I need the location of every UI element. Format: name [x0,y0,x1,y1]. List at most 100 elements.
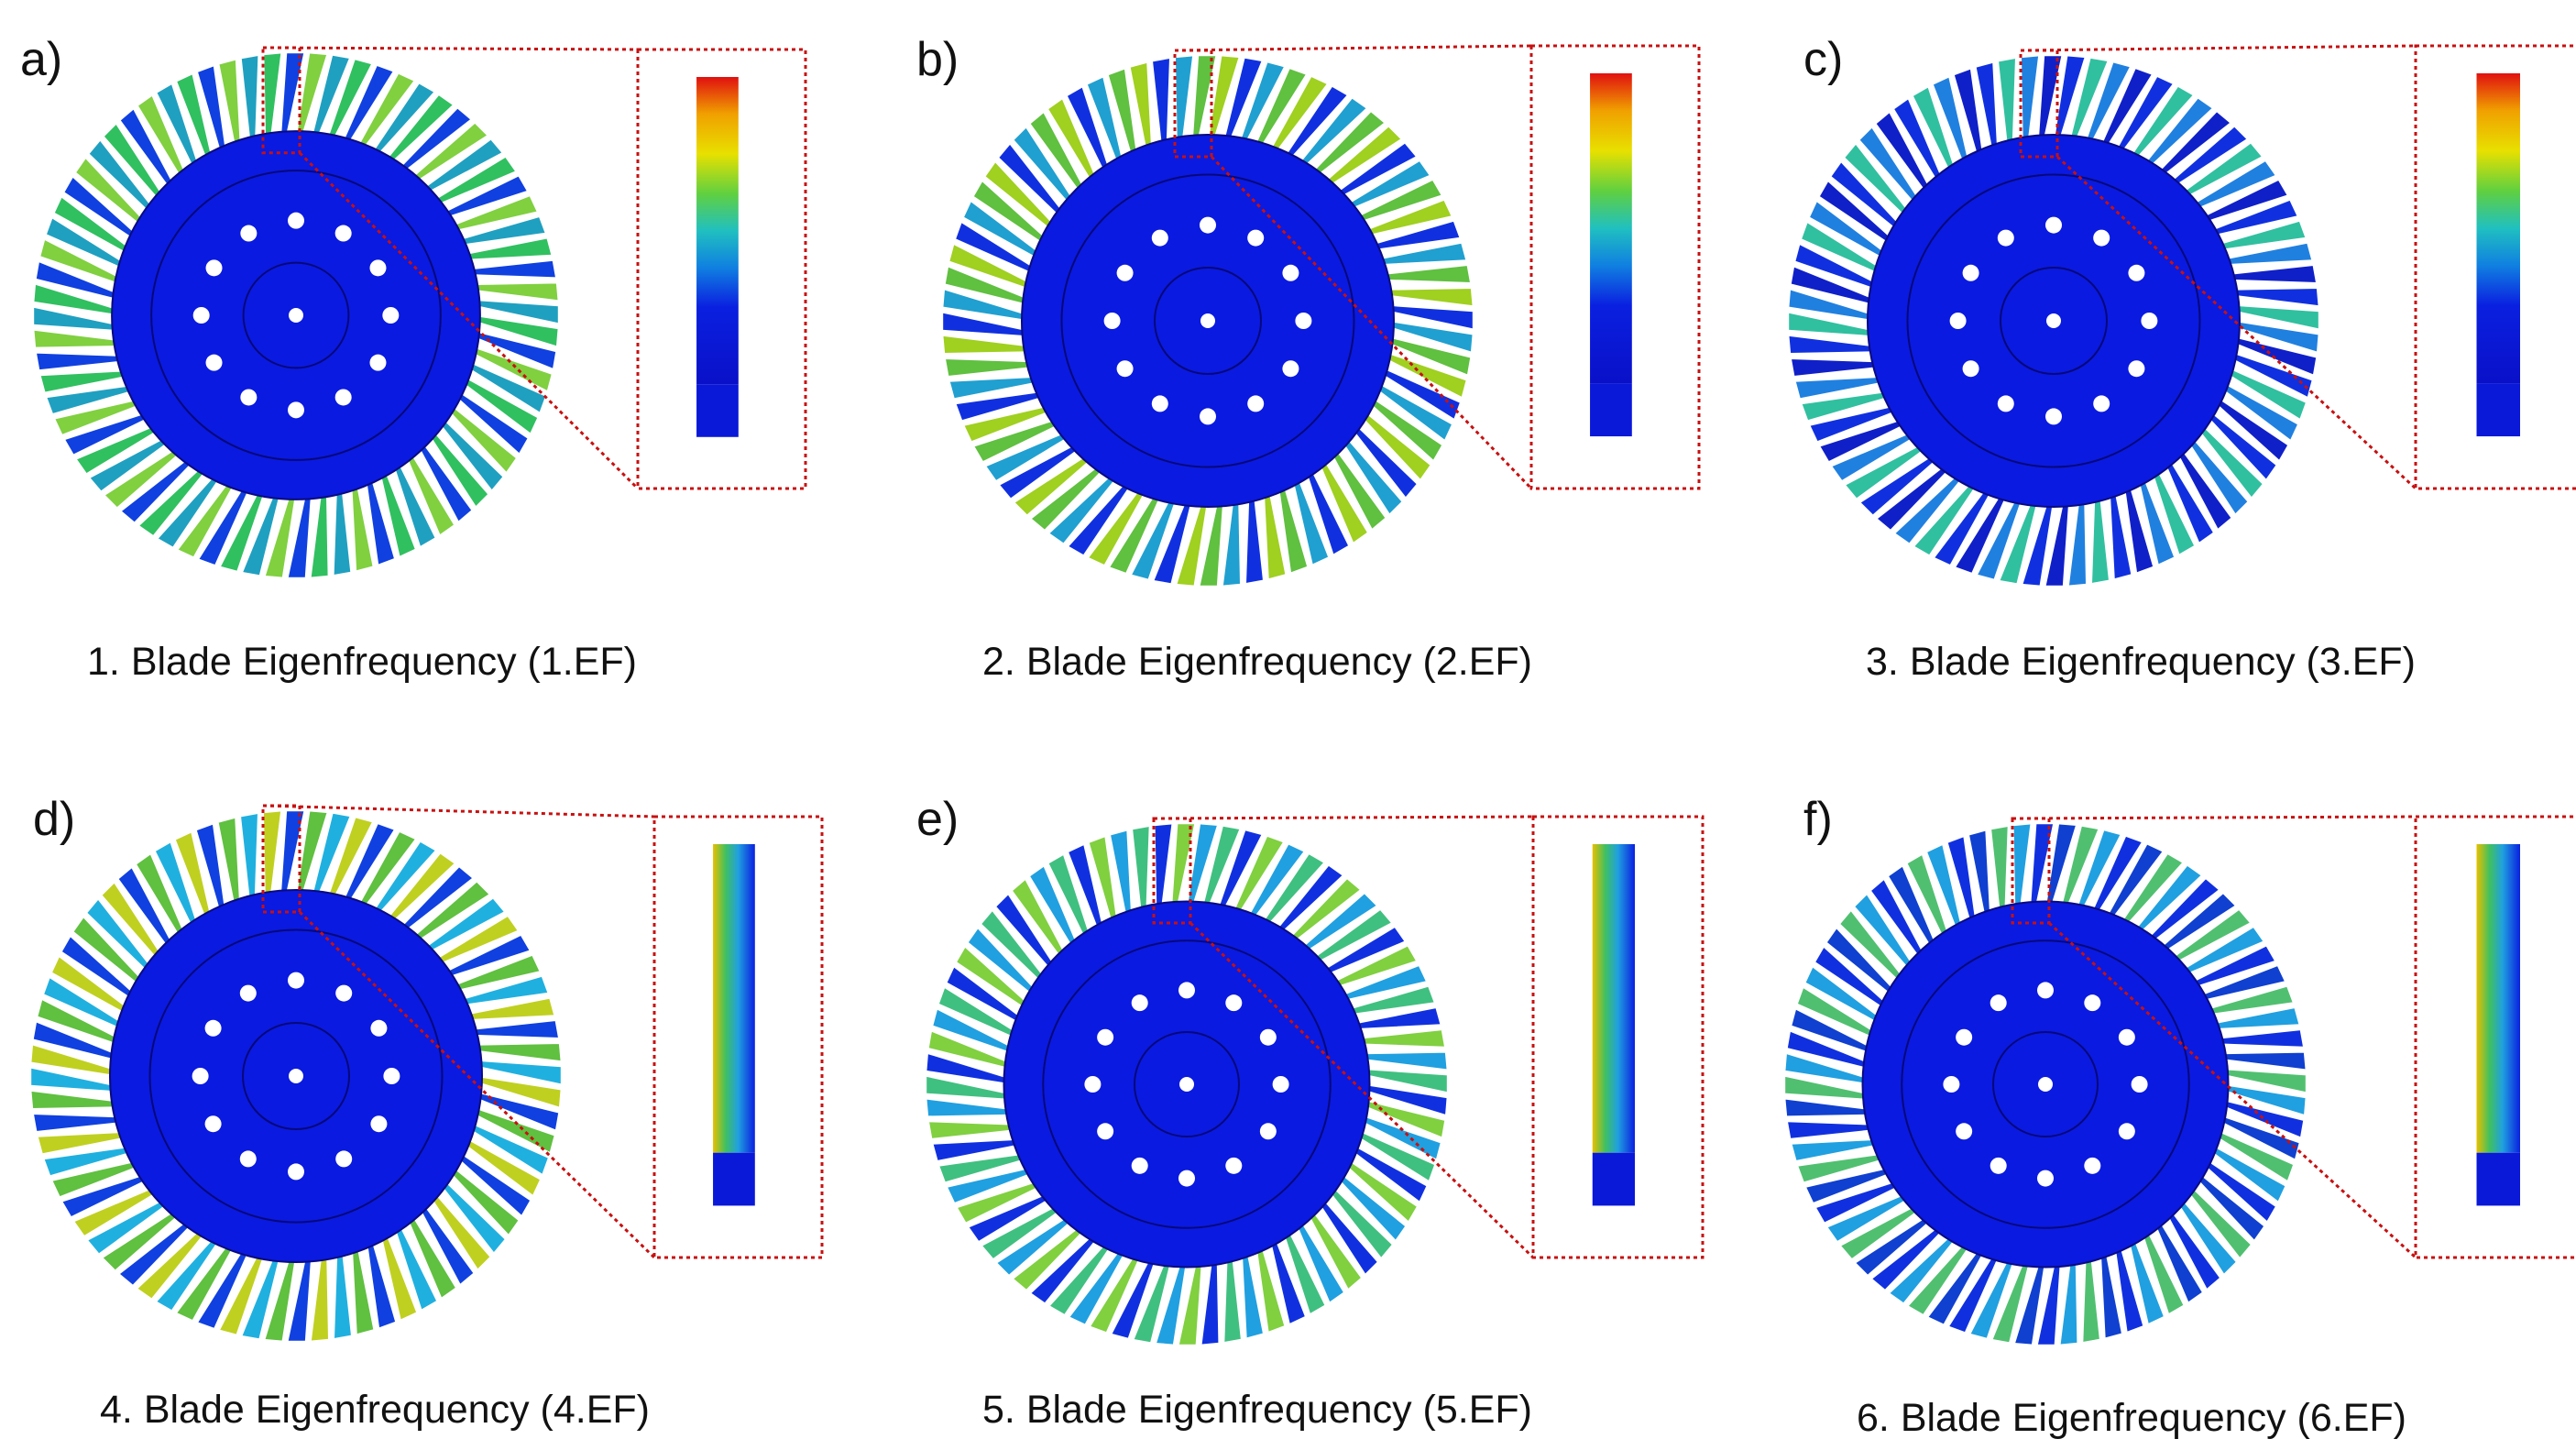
blade [1222,499,1241,586]
blade [1787,1121,1874,1139]
bolt-hole [1200,408,1216,424]
panel: d) 4. Blade Eigenfrequency (4.EF) [30,793,822,1432]
bolt-hole [2093,230,2110,247]
bolt-hole [206,259,223,276]
blade-root [2477,1153,2521,1206]
blade [30,1091,117,1109]
bolt-hole [288,213,304,229]
blade [945,358,1034,377]
panel: c)3. Blade Eigenfrequency (3.EF) [1788,33,2576,684]
blade [263,810,281,897]
bolt-hole [2093,395,2110,412]
center-hole [1179,1077,1194,1092]
blade [1990,826,2009,913]
bolt-hole [335,1150,352,1167]
blade [2082,1256,2100,1343]
blade [33,330,119,348]
bolt-hole [1132,1158,1148,1174]
blade [311,491,329,577]
blade [2220,1052,2307,1071]
zoom-connector [263,48,638,49]
blade [1998,58,2016,147]
blade [1791,358,1880,377]
bolt-hole [2119,1029,2135,1046]
bolt-hole [2084,994,2100,1011]
bolt-hole [1132,994,1148,1011]
bolt-hole [335,389,352,405]
panel-label: e) [916,793,959,846]
blade [33,1114,122,1132]
blade [2021,55,2039,142]
bolt-hole [1200,217,1216,234]
bolt-hole [1152,230,1168,247]
blade [942,335,1029,354]
panel-caption: 2. Blade Eigenfrequency (2.EF) [982,640,1532,684]
panel-label: c) [1803,33,1843,86]
bolt-hole [1178,1170,1195,1187]
blade [2229,265,2318,283]
bolt-hole [1247,230,1264,247]
blade [469,260,557,279]
bolt-hole [1225,994,1242,1011]
bolt-hole [1104,313,1121,329]
bolt-hole [1956,1029,1972,1046]
blade [928,1121,1015,1139]
bolt-hole [1097,1123,1113,1139]
bolt-hole [288,1163,304,1180]
bolt-hole [369,259,386,276]
bolt-hole [1260,1123,1277,1139]
blade [311,1254,329,1341]
panel: b) 2. Blade Eigenfrequency (2.EF) [916,33,1699,684]
bolt-hole [383,1068,400,1084]
bolt-hole [192,1068,209,1084]
panel-label: a) [20,33,62,86]
center-hole [2046,313,2061,328]
bolt-hole [206,355,223,371]
blade [334,489,352,577]
blade [1155,823,1173,909]
blade-detail [1593,844,1635,1153]
panel-caption: 4. Blade Eigenfrequency (4.EF) [100,1388,650,1432]
blade [474,1043,561,1061]
blade-root [1590,383,1632,436]
panel-label: b) [916,33,959,86]
bolt-hole [1956,1123,1972,1139]
blade [241,55,259,143]
bolt-hole [205,1020,222,1037]
blade [1132,826,1150,913]
blade-root [2477,383,2521,436]
blade [1358,1029,1445,1048]
panel-caption: 5. Blade Eigenfrequency (5.EF) [982,1388,1532,1432]
blade [1175,55,1193,142]
zoom-connector [1175,46,1531,50]
bolt-hole [2084,1158,2100,1174]
bolt-hole [2045,408,2062,424]
blade [1152,58,1170,147]
blade-root [713,1153,755,1206]
panel-label: d) [33,793,75,846]
bolt-hole [1097,1029,1113,1046]
bolt-hole [1152,395,1168,412]
bolt-hole [1295,313,1311,329]
center-hole [1200,313,1215,328]
blade [263,52,281,138]
bolt-hole [2037,1170,2054,1187]
bolt-hole [1282,265,1299,281]
bolt-hole [240,1150,257,1167]
bolt-hole [335,985,352,1002]
bolt-hole [382,307,399,324]
blade [2060,1259,2078,1346]
blade [1245,496,1264,585]
bolt-hole [1998,395,2014,412]
blade [472,282,558,301]
blade [471,1020,560,1038]
bolt-hole [1178,982,1195,998]
center-hole [289,1069,303,1083]
panel: a)1. Blade Eigenfrequency (1.EF) [20,33,806,684]
blade [2231,288,2318,306]
center-hole [2038,1077,2053,1092]
bolt-hole [370,1020,387,1037]
blade [334,1251,352,1340]
bolt-hole [2128,265,2144,281]
bolt-hole [1117,360,1134,377]
